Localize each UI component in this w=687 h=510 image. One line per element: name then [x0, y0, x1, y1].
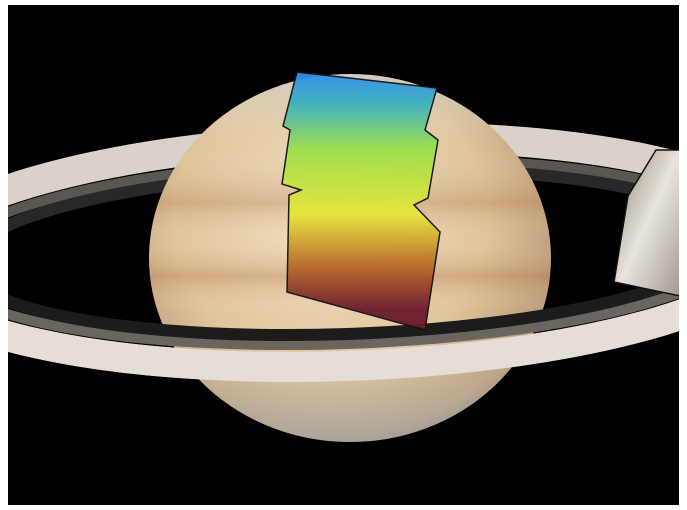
side-overlay: [613, 149, 679, 297]
rings-front: [8, 240, 679, 382]
spectral-overlay: [281, 71, 441, 331]
